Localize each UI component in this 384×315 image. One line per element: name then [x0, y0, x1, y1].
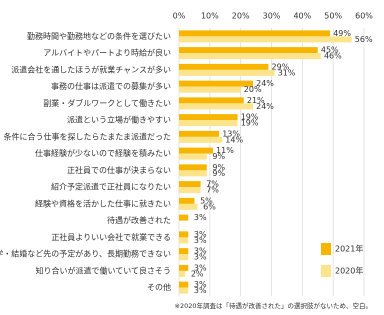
bar: [179, 103, 253, 110]
category-label: アルバイトやパートより時給が良い: [43, 48, 171, 58]
x-tick-label: 50%: [324, 12, 342, 21]
category-label: 経験や資格を活かした仕事に就きたい: [35, 198, 171, 208]
value-label: 3%: [194, 247, 207, 256]
bar: [179, 97, 244, 104]
legend-label: 2020年: [335, 266, 363, 276]
value-label: 3%: [194, 230, 207, 239]
x-tick-label: 60%: [355, 12, 373, 21]
bar: [179, 120, 238, 127]
bar: [179, 53, 321, 60]
value-label: 2%: [191, 269, 204, 278]
bar: [179, 181, 201, 188]
category-label: 副業・ダブルワークとして働きたい: [43, 98, 171, 108]
category-label: 待遇が改善された: [107, 215, 171, 225]
value-label: 19%: [241, 119, 259, 128]
legend-label: 2021年: [335, 244, 363, 254]
bar: [179, 69, 275, 76]
category-label: 事務の仕事は派遣での募集が多い: [51, 81, 171, 91]
x-tick-label: 10%: [201, 12, 219, 21]
x-tick-label: 0%: [173, 12, 186, 21]
category-label: 条件に合う仕事を探したらたまたま派遣だった: [3, 131, 171, 141]
value-label: 5%: [200, 196, 213, 205]
value-label: 24%: [256, 102, 274, 111]
bar: [179, 237, 189, 244]
bar: [179, 254, 189, 261]
value-label: 24%: [256, 79, 274, 88]
value-label: 9%: [212, 163, 225, 172]
value-label: 7%: [206, 180, 219, 189]
value-label: 49%: [333, 29, 351, 38]
value-label: 3%: [194, 213, 207, 222]
bar: [179, 264, 189, 271]
bar: [179, 287, 189, 294]
footnote: ※2020年調査は「待遇が改善された」の選択肢がないため、空白。: [175, 301, 373, 310]
category-label: その他: [147, 282, 171, 292]
category-label: 派遣という立場が働きやすい: [67, 115, 171, 125]
bar: [179, 248, 189, 255]
bar: [179, 80, 253, 87]
bar: [179, 270, 186, 277]
category-label: 仕事経験が少ないので経験を積みたい: [35, 148, 171, 158]
category-label: 正社員よりいい会社で就業できる: [51, 232, 171, 242]
legend-swatch: [321, 243, 331, 255]
value-label: 56%: [355, 35, 373, 44]
category-label: 正社員での仕事が決まらない: [67, 165, 171, 175]
bar: [179, 86, 241, 93]
bar: [179, 187, 201, 194]
value-label: 3%: [194, 253, 207, 262]
value-label: 9%: [212, 169, 225, 178]
category-label: 紹介予定派遣で正社員になりたい: [51, 182, 171, 192]
bar: [179, 231, 189, 238]
bar: [179, 203, 198, 210]
value-label: 21%: [247, 96, 265, 105]
bar: [179, 130, 220, 137]
bar: [179, 281, 189, 288]
value-label: 14%: [225, 135, 243, 144]
value-label: 19%: [241, 113, 259, 122]
bar: [179, 30, 331, 37]
value-label: 13%: [222, 129, 240, 138]
legend-swatch: [321, 265, 331, 277]
bar: [179, 214, 189, 221]
value-label: 9%: [212, 152, 225, 161]
value-label: 45%: [321, 46, 339, 55]
category-label: 勤務時間や勤務地などの条件を選びたい: [27, 31, 171, 41]
bar: [179, 63, 269, 70]
value-label: 3%: [194, 286, 207, 295]
bar: [179, 36, 352, 43]
value-label: 11%: [216, 146, 234, 155]
value-label: 6%: [203, 202, 216, 211]
bar: [179, 170, 207, 177]
value-label: 29%: [272, 62, 290, 71]
bar: [179, 136, 223, 143]
bar: [179, 114, 238, 121]
bar: [179, 153, 207, 160]
bar: [179, 147, 213, 154]
x-tick-label: 20%: [232, 12, 250, 21]
value-label: 7%: [206, 186, 219, 195]
bar: [179, 47, 318, 54]
value-label: 31%: [278, 68, 296, 77]
value-label: 3%: [194, 263, 207, 272]
category-label: 留学・結婚など先の予定があり、長期勤務できない: [0, 249, 171, 259]
x-tick-label: 30%: [263, 12, 281, 21]
x-tick-label: 40%: [293, 12, 311, 21]
value-label: 20%: [244, 85, 262, 94]
value-label: 3%: [194, 280, 207, 289]
bar: [179, 197, 195, 204]
value-label: 46%: [324, 52, 342, 61]
category-label: 派遣会社を通したほうが就業チャンスが多い: [11, 64, 171, 74]
category-label: 知り合いが派遣で働いていて良さそう: [35, 265, 171, 275]
bar: [179, 164, 207, 171]
value-label: 3%: [194, 236, 207, 245]
